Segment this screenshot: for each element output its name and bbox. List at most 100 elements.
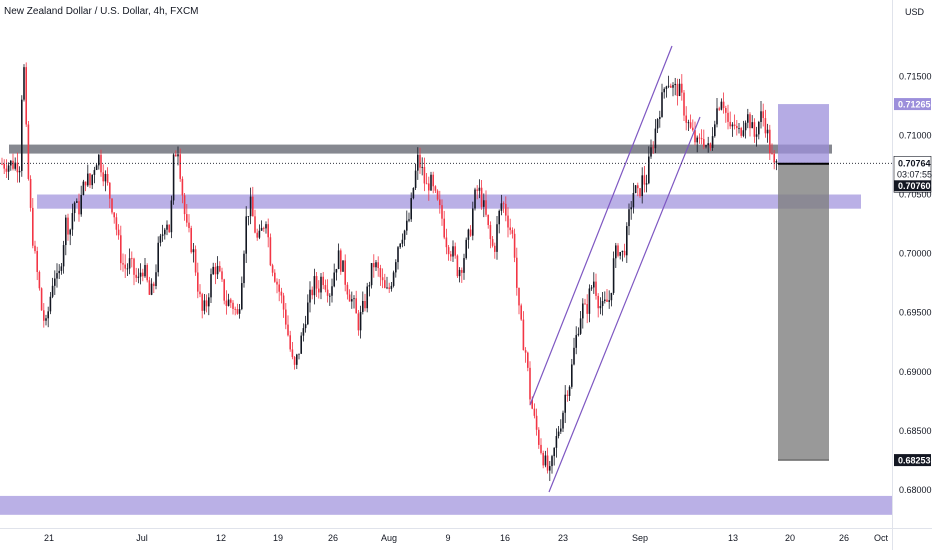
candle-body <box>84 181 87 186</box>
candle-body <box>619 252 621 256</box>
candle-body <box>568 386 571 396</box>
candle-body <box>538 429 540 445</box>
candle-body <box>773 153 775 163</box>
candle-body <box>60 266 63 271</box>
candle-body <box>282 295 285 310</box>
candle-body <box>771 153 773 154</box>
candle-body <box>445 237 448 248</box>
candle-body <box>549 466 551 471</box>
candle-body <box>584 303 586 305</box>
candle-body <box>410 198 412 220</box>
candle-body <box>98 154 100 166</box>
candle-body <box>357 313 360 331</box>
candle-body <box>450 254 452 257</box>
candle-body <box>5 168 8 172</box>
candle-body <box>588 288 591 314</box>
candle-body <box>73 202 76 214</box>
candle-body <box>87 173 89 186</box>
candle-body <box>742 130 745 136</box>
candle-body <box>494 245 496 252</box>
time-tick-label: 13 <box>728 533 738 543</box>
candle-body <box>38 271 41 289</box>
candle-body <box>25 67 27 125</box>
time-tick-label: Sep <box>632 533 648 543</box>
candle-body <box>344 260 346 285</box>
candle-body <box>474 189 476 209</box>
candle-body <box>280 291 283 296</box>
plot-area[interactable] <box>0 0 892 528</box>
candle-body <box>131 258 133 260</box>
time-axis[interactable]: 21 Jul 12 19 26 Aug 9 16 23 Sep 13 20 26 Oct <box>44 533 888 543</box>
candle-body <box>247 216 250 217</box>
candle-body <box>670 85 672 88</box>
candle-body <box>1 163 3 165</box>
candle-body <box>150 283 153 295</box>
price-tick-label: 0.71500 <box>899 71 932 81</box>
candle-body <box>142 272 144 277</box>
candle-body <box>318 288 320 293</box>
candle-body <box>29 178 32 208</box>
candle-body <box>472 208 474 236</box>
candle-body <box>531 399 533 409</box>
candle-body <box>557 431 560 437</box>
candle-body <box>725 107 727 113</box>
lower-zone <box>0 495 892 515</box>
candle-body <box>623 250 626 256</box>
candle-body <box>43 310 45 321</box>
candle-body <box>296 354 298 365</box>
candle-body <box>718 108 720 110</box>
candle-body <box>47 311 49 319</box>
candle-body <box>293 357 296 365</box>
candle-body <box>12 160 14 169</box>
candle-body <box>707 143 709 146</box>
candle-body <box>709 143 712 148</box>
candle-body <box>155 272 157 287</box>
candle-body <box>256 232 258 238</box>
candle-body <box>443 218 445 238</box>
candle-body <box>524 350 527 353</box>
candle-body <box>425 183 428 185</box>
candle-body <box>271 265 274 273</box>
candle-body <box>300 335 302 354</box>
candle-body <box>27 124 30 179</box>
candle-body <box>366 286 368 309</box>
candle-body <box>124 264 126 269</box>
candle-body <box>522 319 525 351</box>
candle-body <box>582 303 584 319</box>
candle-body <box>599 306 602 309</box>
candle-body <box>601 301 604 307</box>
candle-body <box>267 224 269 238</box>
price-axis[interactable]: 0.71500 0.71000 0.70500 0.70000 0.69500 0.690… <box>899 71 932 495</box>
candle-body <box>230 299 232 303</box>
candle-body <box>7 165 10 172</box>
candle-body <box>135 274 137 278</box>
candle-body <box>181 178 184 196</box>
candle-body <box>179 154 181 179</box>
candle-body <box>621 250 624 253</box>
candle-body <box>395 262 397 273</box>
time-tick-label: 16 <box>500 533 510 543</box>
candle-body <box>21 99 23 171</box>
candle-body <box>595 281 597 296</box>
candle-body <box>694 130 696 143</box>
candle-body <box>476 189 478 191</box>
candle-body <box>311 289 313 296</box>
candle-body <box>137 276 140 278</box>
candle-body <box>456 255 459 277</box>
candle-body <box>122 263 124 265</box>
candle-body <box>307 302 309 325</box>
candle-body <box>749 114 751 129</box>
price-tick-label: 0.71000 <box>899 130 932 140</box>
candle-body <box>634 185 637 193</box>
candle-body <box>194 249 197 273</box>
candle-body <box>731 124 734 127</box>
candle-body <box>252 196 254 217</box>
candle-body <box>533 408 536 416</box>
candle-body <box>729 121 731 127</box>
candle-body <box>480 187 483 207</box>
candle-body <box>711 136 714 148</box>
candle-body <box>82 181 85 196</box>
candle-body <box>219 265 221 272</box>
candle-body <box>67 217 69 235</box>
